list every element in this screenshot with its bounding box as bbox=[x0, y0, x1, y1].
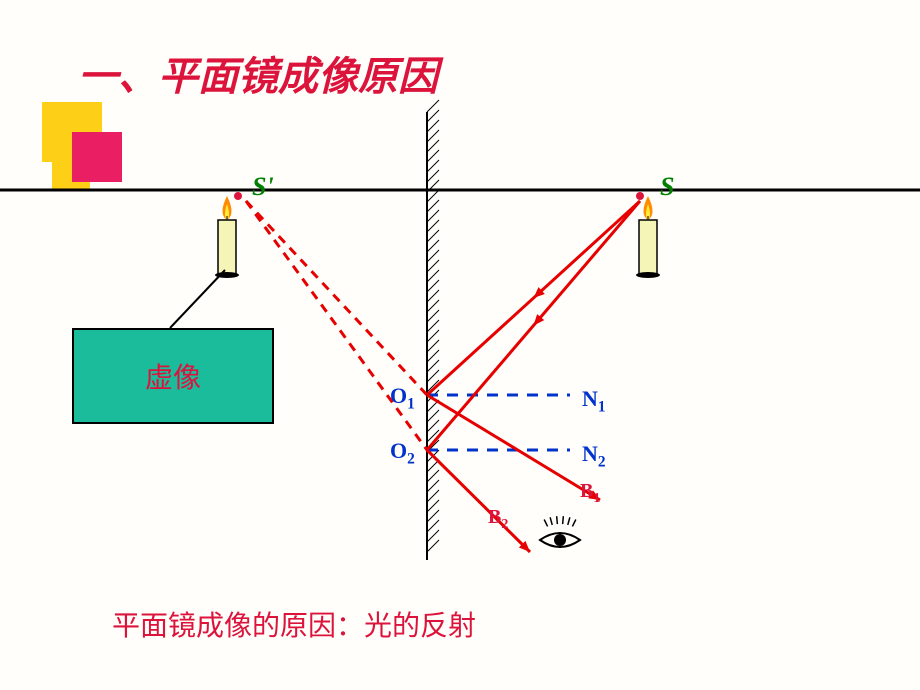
section-title: 一、平面镜成像原因 bbox=[78, 44, 438, 102]
explanation-text: 平面镜成像的原因：光的反射 bbox=[112, 604, 476, 644]
virtual-image-label-box: 虚像 bbox=[72, 328, 274, 424]
virtual-image-text: 虚像 bbox=[145, 356, 201, 396]
